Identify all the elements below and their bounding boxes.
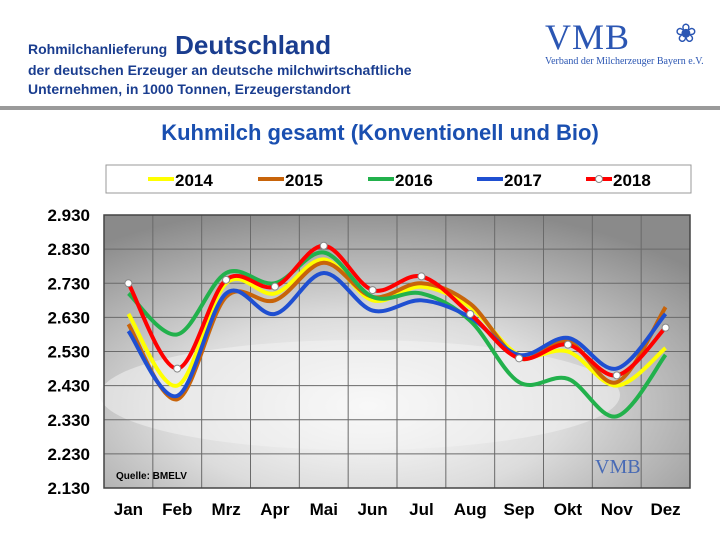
x-tick-label: Jan — [114, 500, 143, 519]
point-2018 — [222, 275, 231, 284]
x-tick-label: Jun — [357, 500, 387, 519]
y-tick-label: 2.230 — [47, 445, 90, 464]
header: Rohmilchanlieferung Deutschland der deut… — [28, 30, 412, 99]
plot-backdrop-shape — [100, 340, 620, 450]
y-tick-label: 2.530 — [47, 343, 90, 362]
header-line2: der deutschen Erzeuger an deutsche milch… — [28, 62, 412, 78]
y-tick-label: 2.330 — [47, 411, 90, 430]
legend: 2014 2015 2016 2017 2018 — [105, 164, 692, 194]
y-tick-label: 2.830 — [47, 240, 90, 259]
logo-subtitle: Verband der Milcherzeuger Bayern e.V. — [545, 56, 704, 67]
point-2018 — [319, 241, 328, 250]
y-tick-label: 2.430 — [47, 377, 90, 396]
legend-label-2018: 2018 — [613, 171, 651, 190]
y-tick-label: 2.630 — [47, 308, 90, 327]
series-line-2014 — [126, 257, 667, 388]
point-2018 — [515, 354, 524, 363]
header-country: Deutschland — [175, 30, 332, 60]
point-2018 — [563, 340, 572, 349]
header-line1: Rohmilchanlieferung Deutschland — [28, 30, 412, 61]
x-tick-label: Jul — [409, 500, 434, 519]
x-tick-label: Aug — [454, 500, 487, 519]
header-divider — [0, 106, 720, 110]
vmb-logo: VMB Verband der Milcherzeuger Bayern e.V… — [545, 16, 704, 67]
series-line-2016 — [127, 250, 668, 419]
series-line-2017 — [126, 271, 668, 398]
x-tick-label: Mai — [310, 500, 338, 519]
grid — [103, 214, 691, 489]
header-line3: Unternehmen, in 1000 Tonnen, Erzeugersta… — [28, 81, 351, 97]
y-axis: 2.930 2.830 2.730 2.630 2.530 2.430 2.330 2.230… — [47, 206, 90, 498]
point-2018 — [270, 282, 279, 291]
point-2018 — [173, 364, 182, 373]
x-tick-label: Sep — [503, 500, 534, 519]
legend-marker-2018 — [595, 175, 603, 183]
point-2018 — [661, 323, 670, 332]
x-tick-label: Nov — [601, 500, 634, 519]
legend-label-2016: 2016 — [395, 171, 433, 190]
legend-label-2015: 2015 — [285, 171, 323, 190]
legend-label-2017: 2017 — [504, 171, 542, 190]
source-label: Quelle: BMELV — [116, 471, 187, 482]
plot-frame — [103, 214, 691, 489]
y-tick-label: 2.130 — [47, 479, 90, 498]
x-axis: Jan Feb Mrz Apr Mai Jun Jul Aug Sep Okt Nov Dez — [114, 500, 681, 519]
legend-label-2014: 2014 — [175, 171, 213, 190]
x-tick-label: Okt — [554, 500, 583, 519]
watermark: VMB — [595, 456, 641, 478]
x-tick-label: Apr — [260, 500, 290, 519]
point-2018 — [368, 286, 377, 295]
x-tick-label: Dez — [650, 500, 680, 519]
point-2018 — [417, 272, 426, 281]
legend-box — [105, 164, 692, 194]
series-lines — [124, 241, 670, 419]
point-2018 — [466, 309, 475, 318]
y-tick-label: 2.730 — [47, 274, 90, 293]
y-tick-label: 2.930 — [47, 206, 90, 225]
point-2018 — [612, 371, 621, 380]
x-tick-label: Mrz — [211, 500, 240, 519]
chart-title: Kuhmilch gesamt (Konventionell und Bio) — [161, 120, 599, 145]
x-tick-label: Feb — [162, 500, 192, 519]
logo-text: VMB — [545, 17, 631, 57]
logo-swirl-icon: ❀ — [675, 18, 697, 48]
point-2018 — [124, 279, 133, 288]
header-prefix: Rohmilchanlieferung — [28, 41, 168, 57]
